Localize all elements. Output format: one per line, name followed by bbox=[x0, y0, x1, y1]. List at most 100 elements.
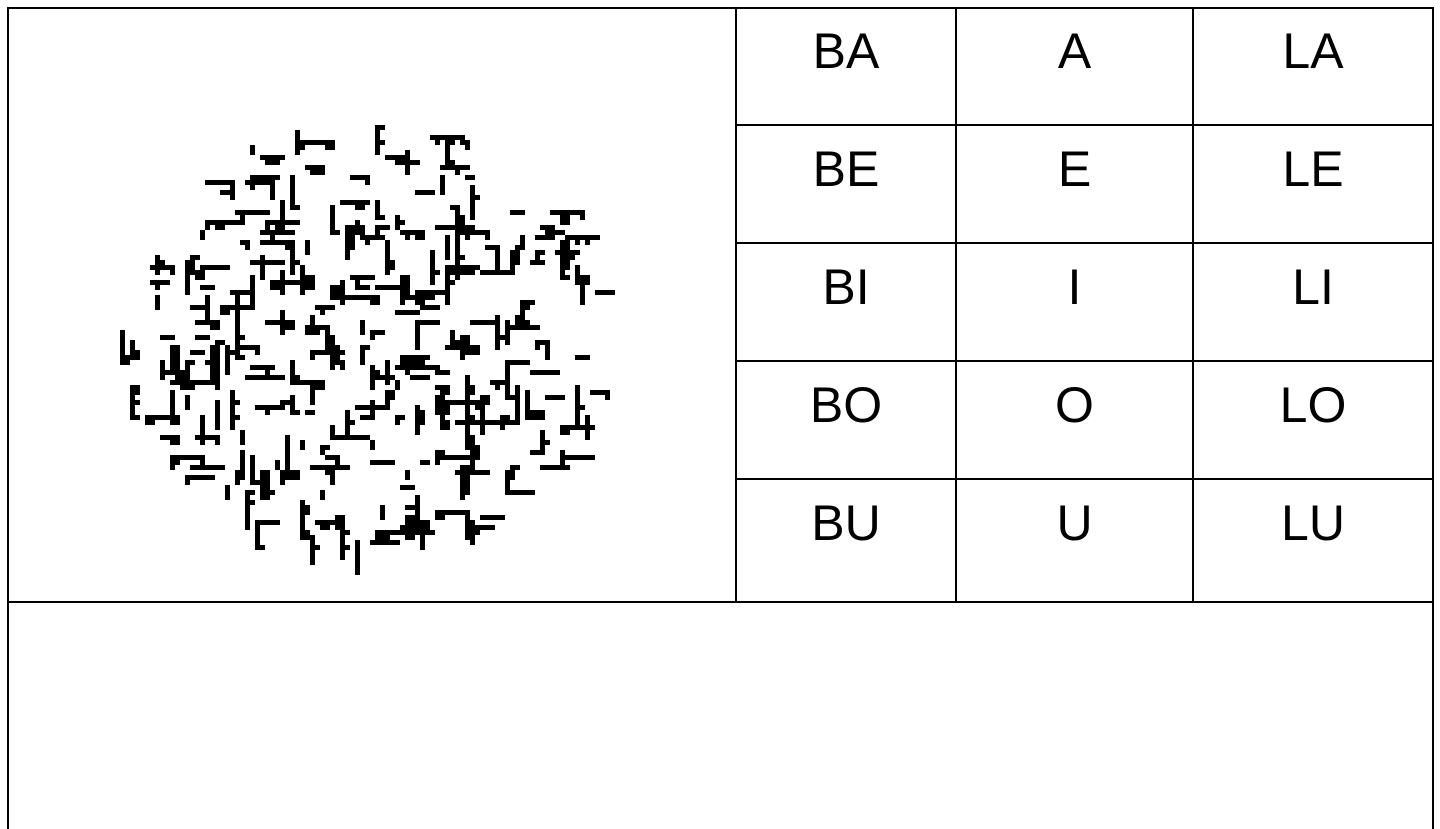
pixel bbox=[185, 360, 195, 365]
pixel bbox=[250, 375, 255, 380]
pixel bbox=[455, 205, 460, 210]
pixel bbox=[310, 380, 315, 385]
pixel bbox=[455, 225, 460, 235]
pixel bbox=[470, 205, 475, 210]
pixel bbox=[280, 260, 285, 265]
pixel bbox=[290, 405, 295, 410]
pixel bbox=[420, 415, 425, 420]
pixel bbox=[585, 235, 590, 245]
pixel bbox=[205, 315, 210, 320]
pixel bbox=[465, 175, 470, 180]
pixel bbox=[330, 365, 335, 370]
pixel bbox=[405, 535, 415, 540]
pixel bbox=[380, 375, 385, 380]
pixel bbox=[155, 255, 160, 260]
pixel bbox=[195, 320, 200, 325]
pixel bbox=[450, 140, 455, 145]
pixel bbox=[430, 320, 435, 325]
pixel bbox=[465, 405, 470, 410]
pixel bbox=[370, 460, 375, 465]
pixel bbox=[560, 275, 570, 280]
pixel bbox=[420, 360, 425, 365]
pixel bbox=[325, 140, 330, 150]
pixel bbox=[320, 450, 325, 455]
pixel bbox=[515, 320, 520, 325]
pixel bbox=[580, 210, 585, 220]
pixel bbox=[495, 250, 500, 255]
pixel bbox=[270, 155, 275, 165]
pixel bbox=[250, 465, 255, 470]
pixel bbox=[560, 230, 565, 235]
pixel bbox=[505, 485, 510, 490]
pixel bbox=[520, 300, 525, 305]
pixel bbox=[175, 455, 180, 460]
pixel bbox=[190, 455, 195, 460]
pixel bbox=[190, 255, 200, 260]
pixel bbox=[285, 400, 290, 405]
pixel bbox=[230, 305, 235, 310]
pixel bbox=[400, 365, 405, 370]
pixel bbox=[305, 410, 310, 415]
pixel bbox=[380, 125, 385, 130]
pixel bbox=[280, 240, 285, 245]
pixel bbox=[540, 340, 545, 345]
pixel bbox=[415, 310, 420, 315]
pixel bbox=[250, 280, 255, 285]
pixel bbox=[445, 270, 455, 275]
pixel bbox=[240, 220, 245, 225]
pixel bbox=[520, 360, 525, 365]
pixel bbox=[385, 270, 390, 275]
pixel bbox=[595, 290, 600, 295]
pixel bbox=[470, 540, 475, 545]
pixel bbox=[550, 370, 555, 375]
pixel bbox=[290, 395, 295, 400]
pixel bbox=[255, 260, 260, 265]
pixel bbox=[270, 375, 275, 380]
pixel bbox=[280, 215, 285, 220]
pixel bbox=[385, 255, 390, 260]
pixel bbox=[215, 340, 225, 345]
pixel bbox=[130, 410, 135, 415]
pixel bbox=[445, 225, 450, 230]
pixel bbox=[505, 395, 515, 400]
pixel bbox=[530, 325, 540, 330]
pixel bbox=[205, 295, 210, 300]
pixel bbox=[165, 435, 170, 440]
pixel bbox=[220, 465, 225, 470]
pixel bbox=[230, 190, 235, 200]
pixel bbox=[280, 375, 285, 380]
pixel bbox=[560, 210, 570, 215]
pixel bbox=[325, 335, 330, 340]
pixel bbox=[295, 470, 300, 475]
pixel bbox=[485, 270, 490, 275]
pixel bbox=[575, 355, 580, 360]
pixel bbox=[575, 235, 580, 245]
border bbox=[736, 124, 1433, 126]
pixel bbox=[505, 360, 510, 365]
pixel bbox=[430, 265, 435, 270]
pixel bbox=[195, 350, 200, 355]
pixel bbox=[460, 225, 465, 230]
pixel bbox=[315, 350, 320, 355]
pixel bbox=[360, 230, 365, 235]
pixel bbox=[565, 265, 570, 270]
pixel bbox=[435, 395, 440, 400]
pixel bbox=[540, 410, 545, 420]
pixel bbox=[235, 290, 240, 295]
pixel bbox=[340, 550, 345, 560]
pixel bbox=[515, 325, 520, 330]
pixel bbox=[440, 175, 445, 180]
pixel bbox=[305, 380, 310, 385]
pixel bbox=[235, 345, 240, 350]
pixel bbox=[285, 470, 290, 475]
pixel bbox=[370, 410, 375, 415]
pixel bbox=[575, 210, 580, 215]
pixel bbox=[170, 350, 175, 355]
pixel bbox=[235, 210, 240, 215]
pixel bbox=[470, 230, 475, 235]
pixel bbox=[510, 210, 515, 215]
pixel bbox=[300, 515, 305, 520]
pixel bbox=[350, 295, 355, 300]
pixel bbox=[565, 235, 570, 245]
pixel bbox=[190, 305, 195, 310]
